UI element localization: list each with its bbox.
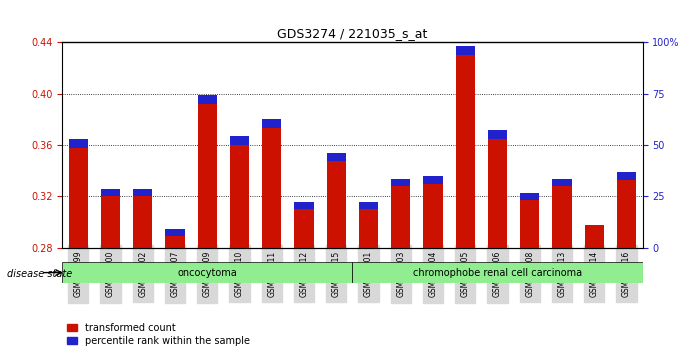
Bar [101,189,120,196]
Bar [230,136,249,145]
Bar [262,119,281,129]
Bar [455,46,475,55]
Bar [327,161,346,248]
Bar [552,178,571,186]
Bar [488,130,507,139]
Bar [262,129,281,248]
Bar [488,139,507,248]
Text: chromophobe renal cell carcinoma: chromophobe renal cell carcinoma [413,268,582,278]
Bar [327,153,346,161]
Text: disease state: disease state [7,269,72,279]
Bar [424,176,443,184]
Bar [165,229,184,236]
Bar [359,202,378,209]
Bar [101,196,120,248]
Bar [68,148,88,248]
Bar [133,196,153,248]
Bar [520,193,540,200]
Bar [424,184,443,248]
Bar [391,186,410,248]
Bar [552,186,571,248]
Bar [585,225,604,248]
Bar [455,55,475,248]
Title: GDS3274 / 221035_s_at: GDS3274 / 221035_s_at [277,27,428,40]
Bar [617,180,636,248]
Bar [133,189,153,196]
FancyBboxPatch shape [62,262,352,283]
Bar [294,202,314,209]
Bar [198,104,217,248]
Text: oncocytoma: oncocytoma [178,268,237,278]
Bar [359,209,378,248]
Bar [230,145,249,248]
Bar [198,95,217,104]
Bar [294,209,314,248]
Bar [520,200,540,248]
Bar [391,178,410,186]
Bar [68,139,88,148]
Bar [617,172,636,180]
Bar [165,236,184,248]
Legend: transformed count, percentile rank within the sample: transformed count, percentile rank withi… [67,323,249,346]
FancyBboxPatch shape [352,262,643,283]
